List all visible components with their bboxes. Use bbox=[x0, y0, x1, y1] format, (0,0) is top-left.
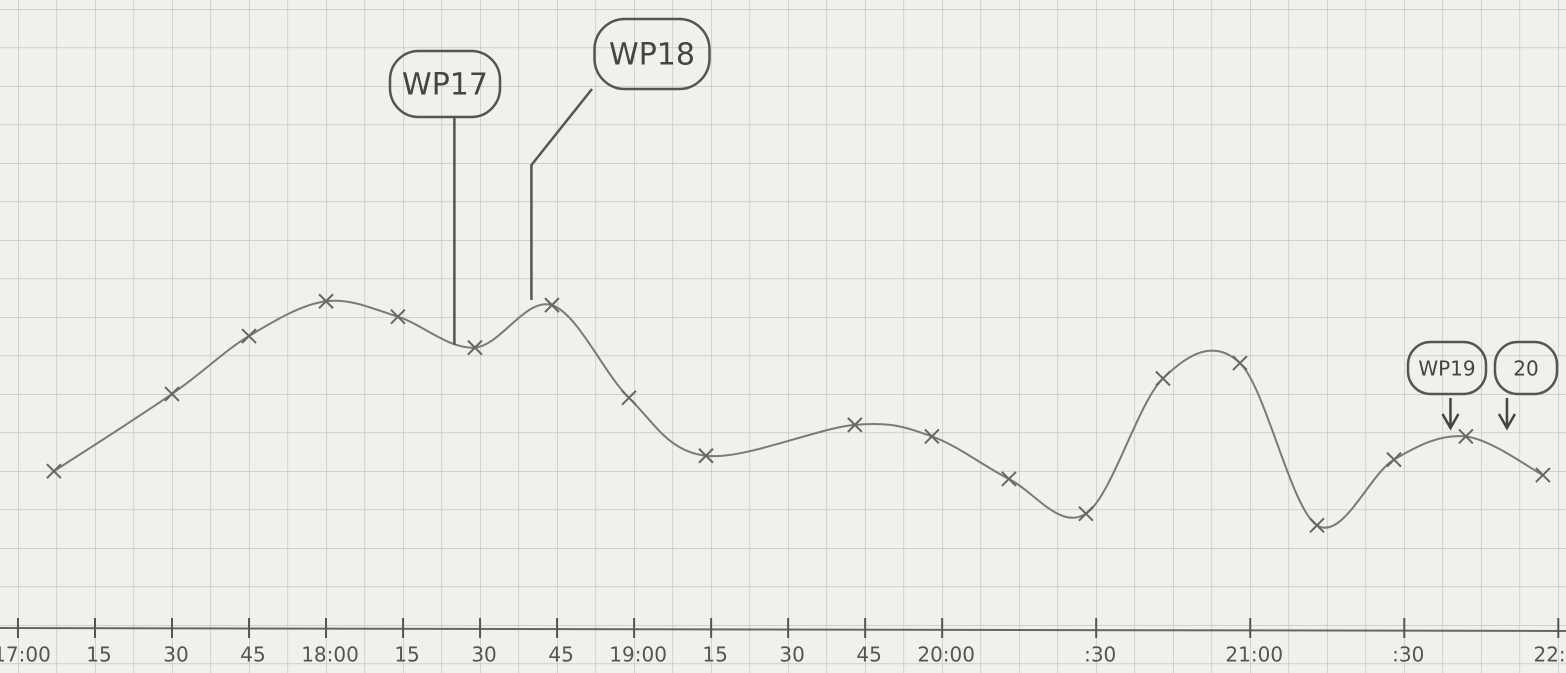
marker bbox=[241, 328, 257, 344]
annotation-arrow bbox=[1441, 398, 1460, 431]
marker bbox=[698, 448, 714, 464]
annotation-label: WP18 bbox=[609, 38, 695, 73]
marker bbox=[318, 293, 334, 309]
marker bbox=[1386, 451, 1402, 468]
marker bbox=[1232, 355, 1248, 371]
marker bbox=[390, 309, 406, 325]
x-tick-label: 15 bbox=[702, 643, 727, 667]
x-tick-label: 19:00 bbox=[609, 643, 667, 667]
x-tick-label: 17:00 bbox=[0, 643, 51, 667]
marker bbox=[1001, 471, 1017, 487]
x-tick-label: 20:00 bbox=[917, 643, 975, 667]
x-tick-label: :30 bbox=[1084, 643, 1116, 667]
marker bbox=[1458, 428, 1474, 445]
annotation-bubble bbox=[1406, 340, 1488, 396]
x-axis bbox=[0, 627, 1566, 632]
marker bbox=[847, 417, 863, 433]
marker bbox=[1535, 467, 1551, 483]
x-tick-label: 21:00 bbox=[1225, 643, 1283, 667]
annotation-arrow bbox=[1497, 398, 1517, 431]
annotation-label: WP19 bbox=[1418, 357, 1475, 381]
marker bbox=[164, 386, 180, 402]
x-tick-label: 18:00 bbox=[301, 643, 359, 667]
annotation-bubble bbox=[1493, 340, 1559, 396]
marker bbox=[621, 390, 637, 406]
annotation-pointer bbox=[530, 88, 593, 300]
x-tick-label: 45 bbox=[548, 643, 573, 667]
x-tick-label: 45 bbox=[856, 643, 881, 667]
x-tick-label: 15 bbox=[394, 643, 419, 667]
x-tick-label: 30 bbox=[471, 643, 496, 667]
x-tick-label: 15 bbox=[86, 643, 111, 667]
annotation-label: WP17 bbox=[402, 68, 488, 103]
x-tick-label: 45 bbox=[240, 643, 265, 667]
annotation-bubble bbox=[388, 49, 502, 119]
annotation-label: 20 bbox=[1513, 357, 1538, 381]
marker bbox=[544, 297, 560, 313]
marker bbox=[1309, 517, 1325, 533]
x-tick-label: 22:00 bbox=[1533, 643, 1566, 667]
marker bbox=[1078, 505, 1094, 522]
marker bbox=[46, 463, 62, 479]
marker bbox=[1155, 370, 1171, 387]
x-tick-label: 30 bbox=[779, 643, 804, 667]
marker bbox=[467, 339, 483, 356]
x-tick-label: :30 bbox=[1392, 643, 1424, 667]
marker bbox=[924, 428, 940, 445]
annotation-bubble bbox=[593, 17, 711, 91]
x-tick-label: 30 bbox=[163, 643, 188, 667]
